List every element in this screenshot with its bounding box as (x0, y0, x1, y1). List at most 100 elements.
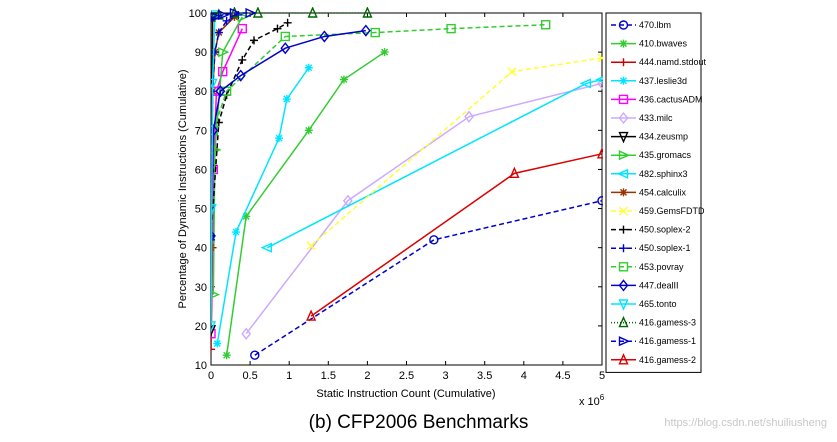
legend-label: 416.gamess-3 (639, 318, 696, 328)
data-point (211, 325, 217, 337)
legend-label: 410.bwaves (639, 39, 688, 49)
data-point (275, 134, 284, 143)
data-point (211, 235, 215, 244)
x-tick-label: 0 (208, 370, 214, 382)
data-point (211, 10, 217, 22)
series-437-leslie3d (213, 63, 313, 348)
y-tick-label: 90 (195, 47, 207, 59)
legend-item: 450.soplex-1 (611, 243, 691, 253)
series-470-lbm (250, 196, 603, 360)
series-line (212, 23, 546, 131)
data-point (464, 110, 474, 123)
legend-item: 465.tonto (611, 299, 677, 311)
legend-label: 444.namd.stdout (639, 57, 707, 67)
x-tick-label: 4 (521, 370, 527, 382)
legend-marker (618, 262, 629, 272)
legend-item: 447.dealII (611, 279, 679, 292)
series-453-povray (211, 20, 551, 136)
series-line (211, 14, 216, 326)
legend-label: 435.gromacs (639, 150, 692, 160)
data-point (597, 77, 603, 90)
data-point (211, 48, 219, 57)
legend-marker (619, 244, 628, 253)
figure-caption: (b) CFP2006 Benchmarks (308, 412, 529, 433)
legend-item: 434.zeusmp (611, 131, 688, 144)
series-482-sphinx3 (260, 76, 603, 253)
data-point (280, 42, 291, 55)
data-point (211, 345, 215, 354)
legend-label: 459.GemsFDTD (639, 206, 705, 216)
series-line (211, 29, 366, 236)
data-point (273, 24, 282, 33)
data-point (238, 55, 247, 64)
legend-label: 450.soplex-1 (639, 243, 691, 253)
data-point (250, 36, 259, 45)
legend-item: 433.milc (611, 111, 673, 125)
series-line (266, 78, 603, 249)
legend-marker (618, 150, 631, 161)
data-point (211, 12, 222, 22)
series-line (310, 153, 603, 317)
x-axis-label: Static Instruction Count (Cumulative) (316, 388, 495, 400)
legend-label: 482.sphinx3 (639, 169, 688, 179)
data-point (306, 309, 317, 321)
data-point (241, 327, 252, 340)
y-axis-label: Percentage of Dynamic Instructions (Cumu… (177, 69, 189, 308)
data-point (211, 231, 215, 240)
data-point (283, 18, 292, 27)
legend-marker (618, 111, 629, 125)
data-point (282, 95, 291, 104)
data-point (211, 229, 216, 243)
legend-marker (618, 299, 629, 311)
data-point (260, 242, 273, 253)
legend-item: 444.namd.stdout (611, 57, 707, 67)
legend-item: 416.gamess-1 (611, 336, 696, 347)
y-tick-label: 50 (195, 204, 207, 216)
legend-marker (619, 206, 628, 216)
data-point (304, 126, 313, 135)
legend-marker (616, 168, 629, 179)
legend-item: 482.sphinx3 (611, 168, 688, 179)
legend-label: 450.soplex-2 (639, 225, 691, 235)
data-point (214, 28, 223, 37)
data-point (222, 351, 231, 360)
data-point (211, 78, 218, 91)
legend-marker (619, 76, 628, 85)
legend-label: 454.calculix (639, 187, 687, 197)
legend-item: 459.GemsFDTD (611, 206, 705, 216)
data-point (235, 69, 246, 82)
legend-item: 416.gamess-2 (611, 353, 696, 365)
y-tick-label: 60 (195, 164, 207, 176)
series-459-gemsfdtd (306, 53, 603, 251)
x-tick-label: 2 (364, 370, 370, 382)
legend-label: 433.milc (639, 113, 673, 123)
data-point (252, 7, 263, 18)
x-tick-label: 3.5 (477, 370, 492, 382)
data-point (229, 7, 242, 19)
legend-marker (618, 20, 629, 30)
x-tick-label: 1.5 (321, 370, 336, 382)
data-point (215, 85, 226, 98)
data-point (446, 23, 456, 34)
series-line (254, 200, 603, 356)
legend-item: 453.povray (611, 262, 684, 272)
y-tick-label: 10 (195, 360, 207, 372)
y-tick-label: 70 (195, 125, 207, 137)
data-point (306, 241, 316, 251)
legend-marker (618, 131, 629, 144)
data-point (280, 31, 290, 42)
data-point (597, 196, 603, 206)
legend-marker (618, 315, 629, 328)
legend-label: 437.leslie3d (639, 76, 687, 86)
x-tick-label: 2.5 (399, 370, 414, 382)
legend-item: 450.soplex-2 (611, 225, 691, 235)
legend-label: 470.lbm (639, 20, 671, 30)
legend-marker (619, 58, 628, 67)
legend-item: 470.lbm (611, 20, 671, 30)
legend-item: 437.leslie3d (611, 76, 687, 86)
x-tick-label: 4.5 (555, 370, 570, 382)
data-point (213, 339, 222, 348)
series-433-milc (241, 77, 603, 340)
legend-marker (618, 94, 629, 105)
data-point (540, 20, 551, 30)
